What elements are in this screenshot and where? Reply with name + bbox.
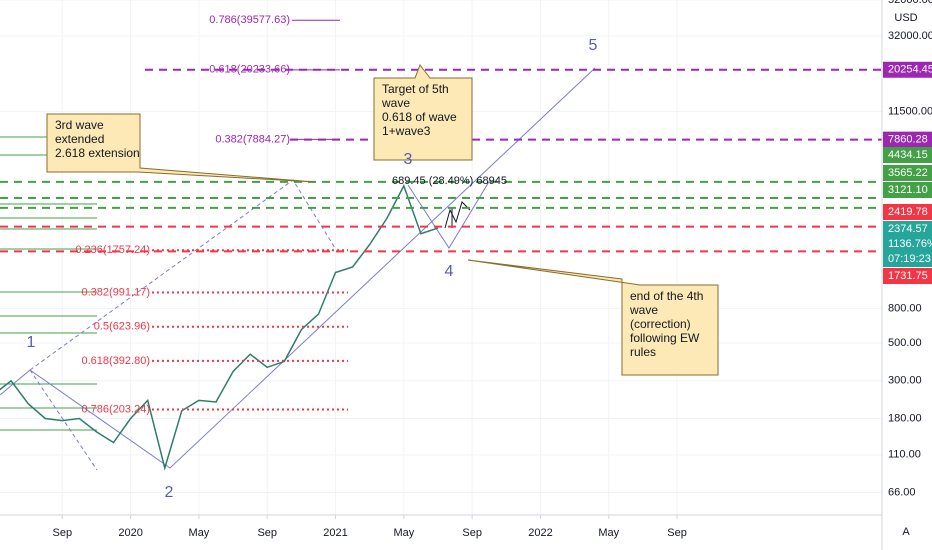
- x-tick-label: Sep: [462, 527, 482, 539]
- price-tag-label: 2419.78: [888, 206, 928, 218]
- x-tick-label: May: [189, 527, 210, 539]
- fib-label: 0.786(39577.63): [209, 14, 290, 26]
- price-tag-label: 4434.15: [888, 149, 928, 161]
- y-tick-label: 300.00: [888, 375, 922, 387]
- y-tick-label: 800.00: [888, 302, 922, 314]
- price-tag-label: 1731.75: [888, 270, 928, 282]
- fib-label: 0.618(20233.66): [209, 64, 290, 76]
- unit: USD: [894, 12, 917, 24]
- price-tag-label: 07:19:23: [888, 253, 931, 265]
- annotation: (correction): [630, 317, 691, 331]
- annotation: end of the 4th: [630, 289, 703, 303]
- fib-label: 0.786(203.24): [82, 403, 151, 415]
- y-tick-label: 66.00: [888, 486, 916, 498]
- price-tag-label: 1136.76%: [888, 238, 932, 250]
- fib-label: 0.382(7884.27): [215, 133, 290, 145]
- price-tag: [883, 236, 932, 252]
- wave-label: 4: [445, 263, 454, 280]
- wave-label: 3: [404, 151, 413, 168]
- wave-label: 5: [589, 37, 598, 54]
- price-tag: [883, 221, 932, 237]
- y-tick-label: 110.00: [888, 449, 921, 461]
- annotation: 2.618 extension: [55, 146, 140, 160]
- fib-label: 0.618(392.80): [82, 355, 151, 367]
- annotation: 3rd wave: [55, 118, 104, 132]
- price-tag: [883, 268, 932, 284]
- price-tag-label: 20254.45: [888, 64, 932, 76]
- wave-label: 2: [165, 484, 174, 501]
- projection: [444, 201, 471, 229]
- x-tick-label: May: [393, 527, 414, 539]
- x-tick-label: 2021: [323, 527, 347, 539]
- price-tag-label: 2374.57: [888, 223, 928, 235]
- y-tick-label: 180.00: [888, 412, 922, 424]
- price-tag: [883, 165, 932, 181]
- annotation: rules: [630, 345, 656, 359]
- wave-label: 1: [27, 334, 36, 351]
- price-tag-label: 7860.28: [888, 134, 928, 146]
- y-tick-label: 32000.00: [888, 30, 932, 42]
- annotation: wave: [629, 303, 658, 317]
- annotation: following EW: [630, 331, 700, 345]
- y-tick-label: 52000.00: [888, 0, 932, 6]
- price-tag: [883, 147, 932, 163]
- callouts: [46, 63, 719, 376]
- x-tick-label: Sep: [667, 527, 687, 539]
- price-tag: [883, 131, 932, 148]
- measure-label: 689.45 (28.49%) 68945: [392, 175, 507, 187]
- x-tick-label: 2020: [118, 527, 142, 539]
- annotation: 0.618 of wave: [382, 110, 457, 124]
- price-tag: [883, 182, 932, 198]
- price-tag: [883, 204, 932, 220]
- price-tag-label: 3121.10: [888, 184, 928, 196]
- price-tag-label: 3565.22: [888, 167, 928, 179]
- x-tick-label: Sep: [53, 527, 73, 539]
- price-tag: [883, 251, 932, 267]
- y-tick-label: 500.00: [888, 337, 922, 349]
- scale-button[interactable]: A: [902, 526, 910, 538]
- fib-label: 0.382(991.17): [82, 286, 151, 298]
- x-tick-label: Sep: [257, 527, 277, 539]
- left-lines: [0, 136, 97, 431]
- price-tag: [883, 61, 932, 78]
- fib-label: 0.5(623.96): [94, 321, 150, 333]
- annotation: Target of 5th: [382, 82, 449, 96]
- x-tick-label: May: [598, 527, 619, 539]
- annotation: wave: [381, 96, 410, 110]
- y-tick-label: 11500.00: [888, 105, 932, 117]
- x-tick-label: 2022: [528, 527, 552, 539]
- annotation: 1+wave3: [382, 124, 431, 138]
- fib-label: 0.236(1757.24): [75, 244, 150, 256]
- annotation: extended: [55, 132, 104, 146]
